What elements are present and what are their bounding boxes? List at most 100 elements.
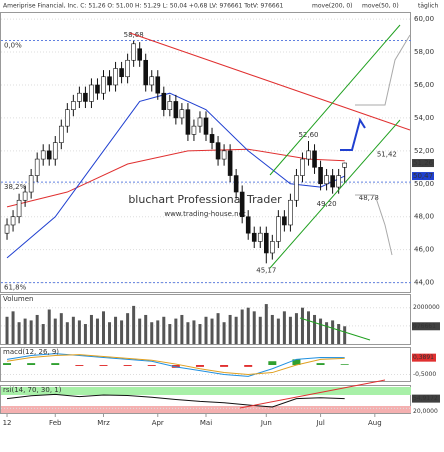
candle-body: [312, 150, 317, 168]
macd-histogram: [340, 364, 349, 365]
volume-bar: [325, 322, 329, 344]
rsi-tag-label: 54,9172: [413, 395, 438, 402]
price-annotation: 45,17: [256, 266, 276, 274]
volume-bar: [53, 318, 57, 344]
price-tag-label: 51,26: [413, 159, 434, 167]
candle-body: [179, 109, 185, 119]
volume-tag-label: 976661: [413, 323, 436, 330]
candle-body: [209, 134, 215, 143]
candle-body: [77, 92, 82, 102]
volume-bar: [162, 316, 166, 344]
macd-histogram: [147, 365, 156, 366]
volume-bar: [313, 314, 317, 344]
y-tick-label: 44,00: [414, 279, 434, 287]
volume-bar: [264, 304, 268, 344]
channel-line: [269, 119, 401, 269]
volume-bar: [144, 314, 148, 344]
volume-tag: [412, 322, 440, 331]
watermark: www.trading-house.net: [164, 210, 246, 218]
candle-body: [221, 150, 227, 160]
candle-body: [185, 109, 191, 135]
candle-body: [336, 175, 341, 188]
candle-body: [65, 109, 70, 127]
volume-bar: [156, 320, 160, 344]
moving-average: [6, 92, 345, 259]
candle-body: [270, 241, 275, 254]
volume-bar: [307, 311, 310, 344]
volume-bar: [11, 311, 15, 344]
volume-panel: [0, 294, 411, 345]
price-annotation: 58,68: [124, 31, 144, 39]
price-annotation: 52,60: [298, 131, 318, 139]
candle-body: [342, 162, 347, 168]
x-tick-label: 12: [3, 419, 12, 427]
volume-bar: [174, 318, 178, 344]
price-panel: [0, 12, 411, 293]
candle-body: [167, 101, 173, 110]
volume-bar: [222, 322, 226, 344]
candle-body: [16, 199, 22, 218]
x-tick-label: Mrz: [97, 419, 110, 427]
rsi-line: [6, 393, 345, 408]
macd-histogram: [75, 365, 84, 366]
candle-body: [227, 150, 233, 176]
volume-bar: [168, 324, 172, 344]
price-tag-label: 50,47: [413, 172, 433, 180]
volume-bar: [65, 322, 69, 344]
candle-body: [95, 84, 100, 94]
candle-body: [203, 117, 209, 135]
candle-body: [306, 150, 311, 160]
candle-body: [161, 92, 167, 110]
volume-bar: [120, 320, 124, 344]
volume-bar: [138, 318, 142, 344]
x-tick-label: Mai: [200, 419, 212, 427]
volume-bar: [204, 316, 208, 344]
candle-body: [83, 92, 88, 102]
volume-bar: [228, 314, 232, 344]
macd-histogram: [3, 363, 12, 365]
rsi-trend: [239, 379, 386, 409]
volume-bar: [270, 314, 274, 344]
candle-body: [131, 43, 136, 61]
y-tick-label: 58,00: [414, 48, 434, 56]
macd-histogram: [244, 365, 253, 367]
y-tick-label: 52,00: [414, 147, 434, 155]
signal-line: [6, 354, 345, 375]
forecast: [340, 117, 366, 151]
macd-histogram: [220, 365, 229, 367]
projection-arrow: [355, 34, 411, 106]
candle-body: [4, 224, 10, 234]
macd-line: [6, 353, 345, 377]
trend-line: [129, 32, 411, 131]
rsi-band: [1, 406, 411, 413]
candle-body: [113, 68, 118, 86]
candle-body: [318, 167, 323, 185]
macd-tag-label: 0,3891: [413, 354, 434, 361]
price-tag: [412, 172, 434, 181]
macd-histogram: [292, 359, 301, 365]
volume-bar: [114, 316, 118, 344]
y-tick-label: -0,5000: [413, 371, 436, 378]
candle-body: [10, 216, 16, 226]
macd-histogram: [51, 363, 60, 365]
candle-body: [143, 59, 149, 86]
panel-label: macd(12, 26, 9): [3, 348, 59, 356]
candle-body: [52, 142, 58, 160]
candle-body: [263, 232, 269, 254]
candle-body: [288, 199, 293, 226]
volume-bar: [252, 311, 256, 344]
candle-body: [28, 175, 34, 193]
volume-bar: [59, 313, 63, 344]
y-tick-label: 2000000: [413, 304, 440, 311]
volume-bar: [108, 322, 112, 344]
candle-body: [251, 232, 257, 242]
volume-bar: [132, 305, 136, 344]
projection-arrow: [355, 194, 393, 256]
candle-body: [330, 175, 335, 188]
volume-bar: [192, 320, 196, 344]
candle-body: [197, 117, 203, 127]
candle-body: [46, 150, 52, 160]
candle-body: [22, 191, 28, 201]
y-tick-label: 48,00: [414, 213, 434, 221]
volume-bar: [331, 320, 335, 344]
